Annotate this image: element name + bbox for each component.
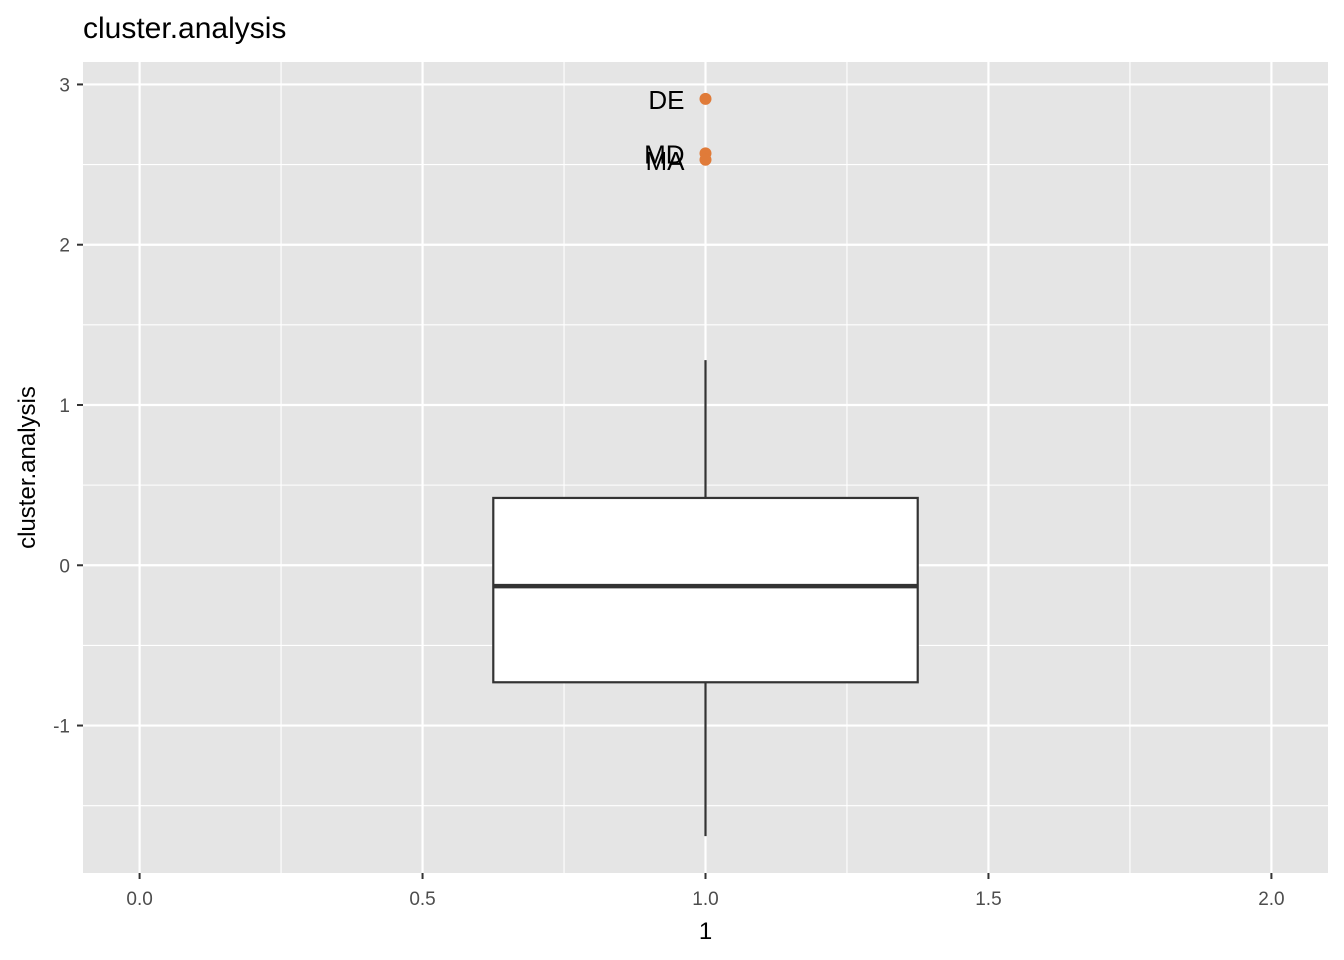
outlier-label-de: DE — [648, 85, 684, 115]
outlier-point-ma — [699, 153, 712, 166]
outlier-label-ma: MA — [646, 146, 686, 176]
x-tick-label: 2.0 — [1258, 889, 1284, 910]
interquartile-box — [492, 496, 919, 684]
x-tick-label: 0.5 — [409, 889, 435, 910]
outlier-label-md: MD — [644, 139, 684, 169]
x-tick-label: 1.5 — [975, 889, 1001, 910]
box-plot — [492, 360, 919, 837]
x-tick-label: 0.0 — [126, 889, 152, 910]
x-axis-title: 1 — [699, 918, 712, 945]
y-axis-title: cluster.analysis — [14, 386, 41, 549]
y-tick-label: 2 — [59, 236, 70, 257]
x-axis: 0.0 0.5 1.0 1.5 2.0 — [126, 873, 1285, 910]
y-tick-label: 0 — [59, 556, 70, 577]
y-tick-label: 1 — [59, 396, 70, 417]
y-axis: -1 0 1 2 3 — [53, 75, 83, 738]
y-tick-label: 3 — [59, 75, 70, 96]
outlier-point-de — [699, 92, 712, 105]
y-tick-label: -1 — [53, 717, 70, 738]
x-tick-label: 1.0 — [692, 889, 718, 910]
chart-title: cluster.analysis — [83, 12, 286, 45]
